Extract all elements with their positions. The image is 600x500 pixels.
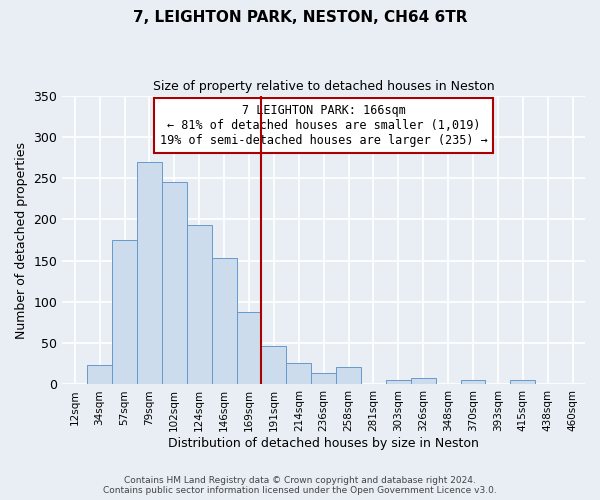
Bar	[212, 258, 236, 384]
Bar	[87, 364, 112, 384]
Y-axis label: Number of detached properties: Number of detached properties	[15, 142, 28, 338]
Bar	[187, 225, 212, 384]
Text: 7 LEIGHTON PARK: 166sqm
← 81% of detached houses are smaller (1,019)
19% of semi: 7 LEIGHTON PARK: 166sqm ← 81% of detache…	[160, 104, 488, 147]
Title: Size of property relative to detached houses in Neston: Size of property relative to detached ho…	[153, 80, 494, 93]
Bar	[511, 380, 535, 384]
Bar	[137, 162, 162, 384]
Bar	[112, 240, 137, 384]
Bar	[286, 363, 311, 384]
Bar	[236, 312, 262, 384]
Bar	[262, 346, 286, 385]
Bar	[311, 373, 336, 384]
Text: Contains HM Land Registry data © Crown copyright and database right 2024.
Contai: Contains HM Land Registry data © Crown c…	[103, 476, 497, 495]
Text: 7, LEIGHTON PARK, NESTON, CH64 6TR: 7, LEIGHTON PARK, NESTON, CH64 6TR	[133, 10, 467, 25]
Bar	[461, 380, 485, 384]
Bar	[162, 182, 187, 384]
Bar	[336, 367, 361, 384]
Bar	[386, 380, 411, 384]
Bar	[411, 378, 436, 384]
X-axis label: Distribution of detached houses by size in Neston: Distribution of detached houses by size …	[168, 437, 479, 450]
